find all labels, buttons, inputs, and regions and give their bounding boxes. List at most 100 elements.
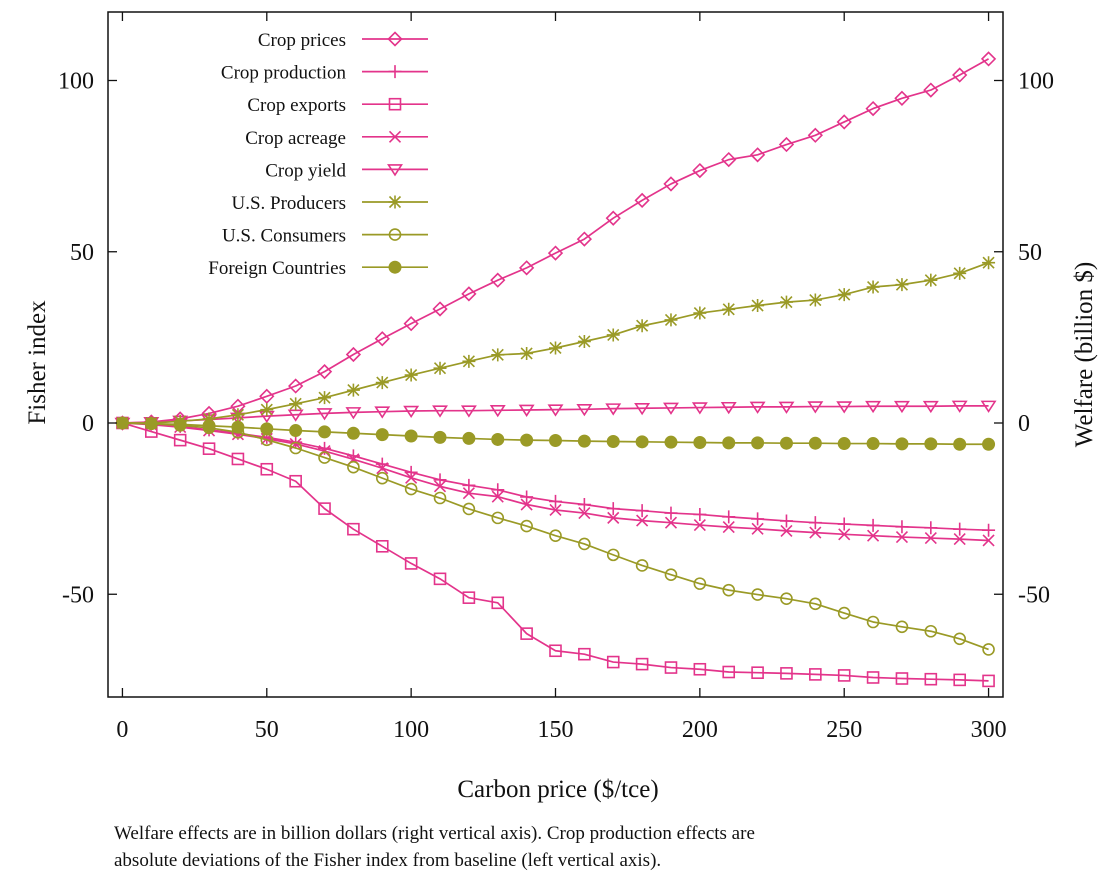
foreign-countries-point-shape (173, 417, 187, 431)
crop-prices-point (634, 192, 650, 209)
u-s-producers-point-shape (289, 397, 303, 411)
u-s-consumers-point (635, 559, 649, 572)
u-s-producers-point-shape (924, 273, 938, 287)
u-s-producers-point (549, 341, 562, 355)
crop-production-point-shape (895, 520, 909, 534)
u-s-consumers-point (318, 451, 331, 464)
crop-production-point (751, 512, 765, 526)
u-s-producers-point (346, 383, 360, 397)
u-s-producers-point (808, 293, 822, 307)
crop-yield-point-shape (893, 400, 910, 414)
y-right-tick-label: 50 (1018, 240, 1042, 266)
crop-production-point-shape (924, 521, 938, 535)
crop-yield-point (749, 401, 766, 414)
u-s-producers-point (318, 391, 332, 405)
u-s-producers-point-shape (260, 403, 274, 417)
u-s-consumers-point-shape (606, 548, 620, 562)
crop-yield-point-shape (720, 401, 737, 415)
legend-marker-shape (388, 97, 402, 111)
foreign-countries-point-shape (520, 433, 534, 447)
crop-exports-point (780, 667, 793, 680)
crop-exports-point-shape (780, 667, 793, 680)
legend-item-crop-production: Crop production (221, 63, 428, 84)
crop-production-point-shape (953, 522, 967, 536)
crop-exports-point-shape (982, 674, 995, 688)
plot-area (107, 11, 1004, 698)
legend-marker-shape (387, 31, 403, 47)
crop-yield-point-shape (316, 408, 333, 421)
crop-acreage-point (953, 533, 966, 546)
x-tick-label: 250 (826, 717, 862, 743)
crop-acreage-point (780, 524, 793, 537)
u-s-producers-point-shape (404, 368, 418, 382)
foreign-countries-point (491, 432, 505, 446)
crop-acreage-point-shape (636, 514, 649, 527)
u-s-consumers-point-shape (982, 643, 995, 656)
foreign-countries-point (751, 436, 765, 450)
crop-yield-point-shape (778, 401, 795, 414)
foreign-countries-point (173, 417, 187, 431)
crop-acreage-point-shape (491, 490, 504, 503)
crop-yield-point (922, 400, 939, 414)
u-s-producers-point (982, 256, 996, 270)
crop-prices-point (605, 210, 621, 226)
foreign-countries-point-shape (231, 420, 245, 434)
u-s-consumers-point-shape (837, 606, 851, 620)
y-right-tick-label: 0 (1018, 411, 1030, 437)
foreign-countries-point-shape (202, 419, 216, 433)
foreign-countries-point-shape (144, 417, 158, 431)
crop-prices-point-shape (663, 176, 679, 192)
crop-prices-point-shape (865, 100, 881, 117)
crop-exports-point (173, 433, 187, 447)
crop-exports-point (751, 666, 764, 679)
foreign-countries-point (982, 437, 996, 451)
u-s-consumers-point-shape (375, 471, 389, 485)
u-s-consumers-point-shape (953, 632, 966, 646)
u-s-producers-point (231, 408, 245, 422)
crop-production-point (924, 521, 938, 535)
crop-exports-point-shape (809, 668, 822, 681)
crop-prices-point-shape (749, 147, 766, 163)
crop-prices-point-shape (518, 260, 535, 276)
crop-prices-point (288, 378, 304, 394)
crop-exports-point (549, 644, 562, 658)
crop-exports-point-shape (866, 671, 880, 684)
foreign-countries-point (520, 433, 534, 447)
crop-production-point-shape (779, 514, 793, 528)
x-tick-label: 200 (682, 717, 718, 743)
crop-exports-point (375, 539, 389, 553)
crop-prices-point (923, 82, 939, 98)
crop-yield-point-shape (807, 401, 824, 414)
legend-marker (388, 97, 402, 111)
crop-acreage-point-shape (405, 471, 418, 484)
crop-exports-point-shape (578, 647, 591, 661)
crop-exports-point (433, 572, 447, 586)
foreign-countries-point-shape (808, 436, 822, 450)
u-s-producers-point-shape (779, 295, 793, 309)
u-s-producers-point (289, 397, 303, 411)
crop-yield-point (778, 401, 795, 414)
u-s-consumers-point (404, 482, 418, 496)
crop-production-point-shape (837, 517, 851, 531)
legend-marker-shape (388, 65, 402, 79)
crop-acreage-point-shape (693, 518, 706, 532)
crop-yield-point-shape (922, 400, 939, 414)
legend-marker (388, 195, 402, 209)
u-s-consumers-point (347, 460, 360, 474)
crop-exports-point-shape (895, 672, 909, 685)
u-s-producers-point-shape (549, 341, 562, 355)
u-s-producers-point (837, 288, 851, 302)
crop-prices-point (403, 316, 419, 332)
u-s-consumers-point-shape (635, 559, 649, 572)
crop-production-point (549, 494, 562, 508)
foreign-countries-point (289, 424, 303, 438)
foreign-countries-point-shape (837, 437, 851, 451)
crop-yield-point-shape (663, 402, 679, 415)
foreign-countries-point-shape (866, 437, 880, 451)
foreign-countries-point (635, 435, 649, 449)
crop-prices-point-shape (316, 363, 333, 380)
foreign-countries-point-shape (953, 437, 967, 451)
crop-exports-point (635, 657, 649, 671)
crop-exports-point (809, 668, 822, 681)
foreign-countries-point (895, 437, 909, 451)
